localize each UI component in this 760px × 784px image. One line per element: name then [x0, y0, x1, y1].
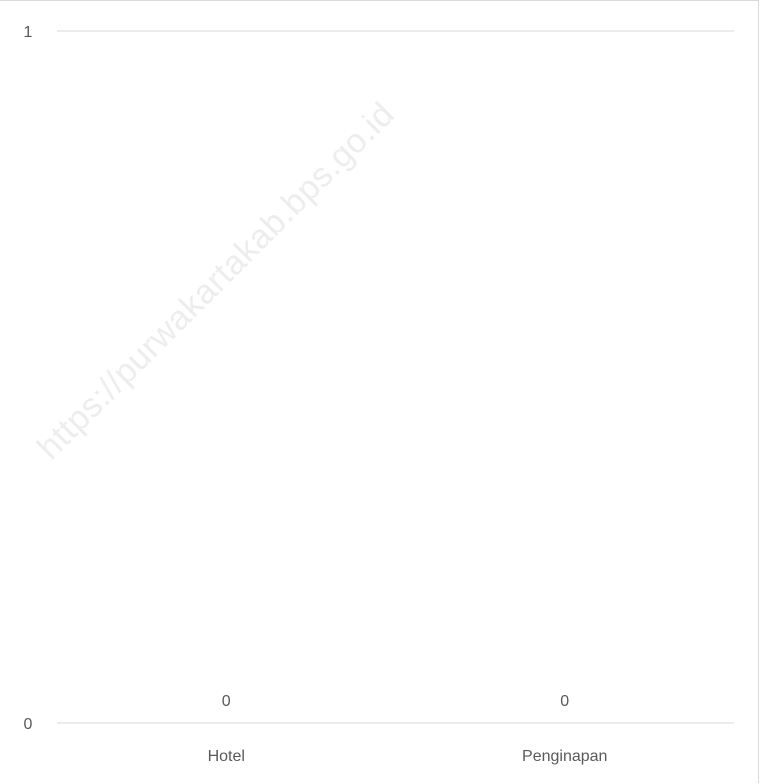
- y-axis-ticks: 01: [24, 24, 33, 733]
- data-label: 0: [222, 693, 231, 710]
- y-tick-label: 1: [24, 24, 33, 41]
- x-axis-ticks: Hotel Penginapan: [208, 748, 608, 765]
- y-tick-label: 0: [24, 716, 33, 733]
- gridlines: [57, 30, 734, 724]
- x-tick-label: Penginapan: [522, 748, 607, 765]
- data-label: 0: [560, 693, 569, 710]
- x-tick-label: Hotel: [208, 748, 245, 765]
